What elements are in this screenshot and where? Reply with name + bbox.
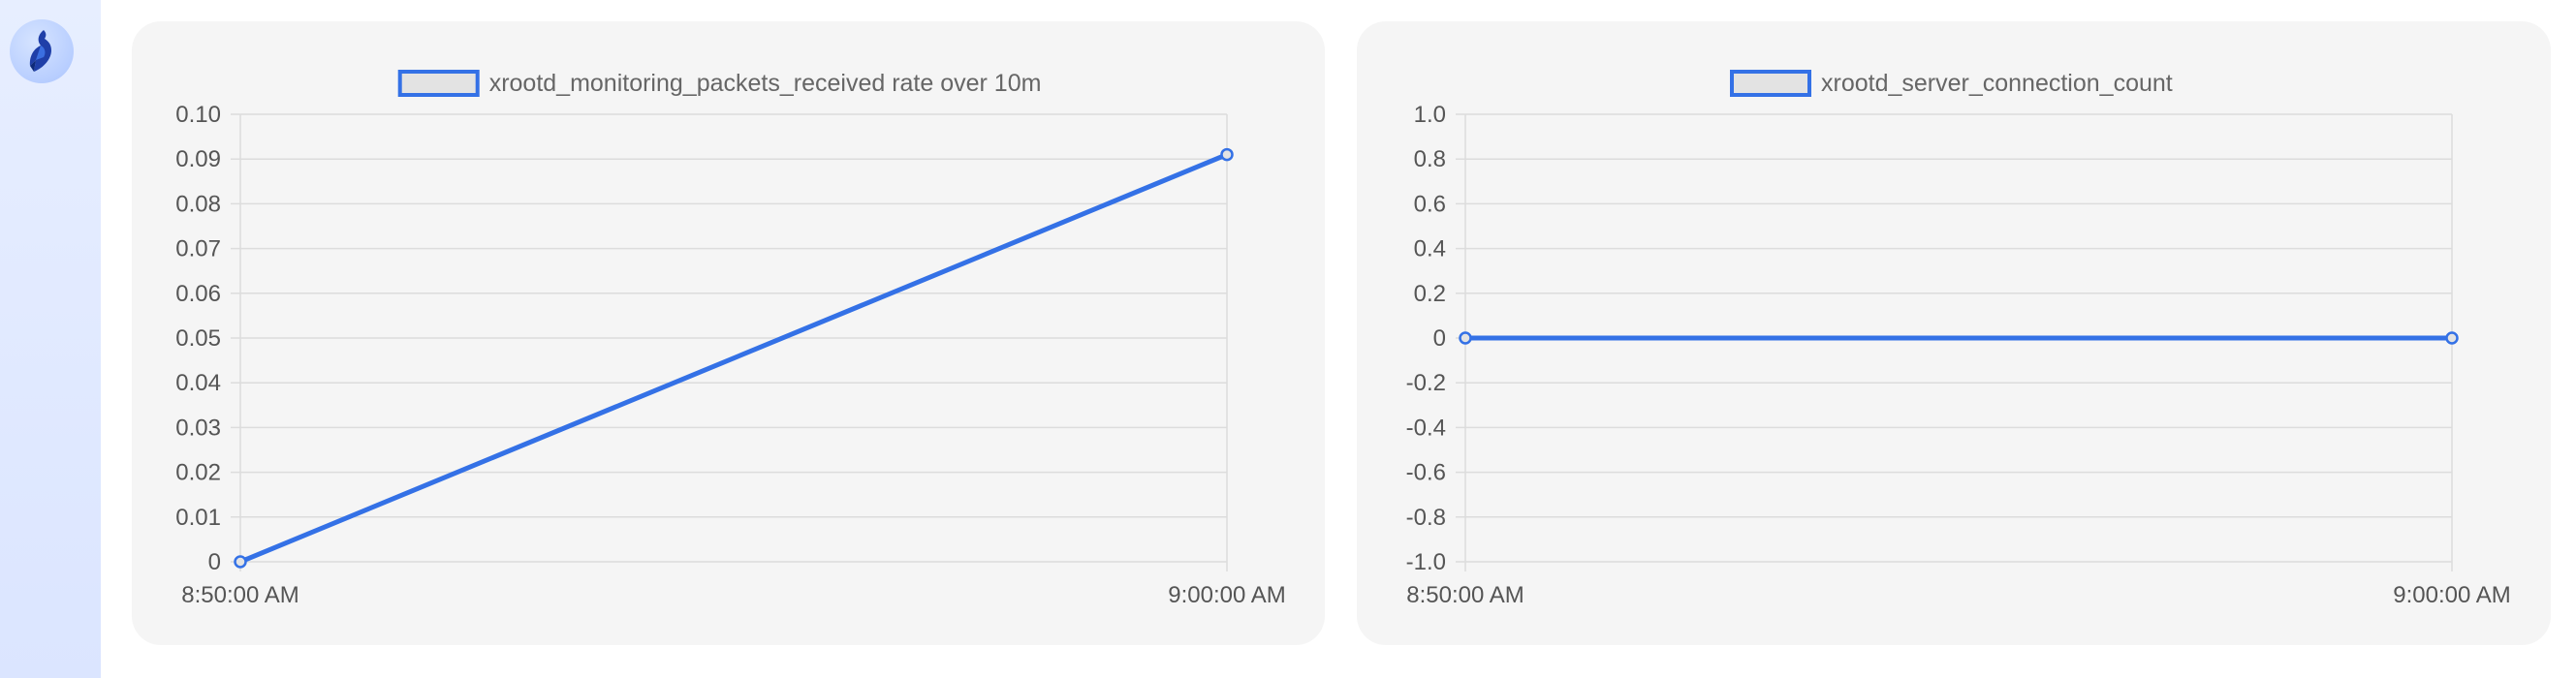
y-tick-label: 0 <box>1433 325 1446 352</box>
legend-label[interactable]: xrootd_monitoring_packets_received rate … <box>489 70 1042 97</box>
data-point[interactable] <box>1220 147 1234 162</box>
data-point[interactable] <box>2445 331 2459 345</box>
legend-swatch[interactable] <box>1730 70 1811 97</box>
legend[interactable]: xrootd_server_connection_count <box>1730 70 2173 97</box>
x-tick-label: 8:50:00 AM <box>1406 582 1524 608</box>
series-line <box>239 152 1228 565</box>
y-tick-label: 0.08 <box>175 191 221 217</box>
connection-count-line-chart: xrootd_server_connection_count 1.0 0.8 0.6 0… <box>1406 70 2511 608</box>
y-tick-label: -0.6 <box>1406 460 1446 486</box>
chart-card-connection-count: xrootd_server_connection_count 1.0 0.8 0.6 0… <box>1357 21 2551 645</box>
y-tick-label: 1.0 <box>1414 102 1446 128</box>
legend-label[interactable]: xrootd_server_connection_count <box>1821 70 2173 97</box>
y-tick-label: 0.05 <box>175 325 221 352</box>
y-tick-label: 0.07 <box>175 236 221 262</box>
y-tick-label: 0.06 <box>175 281 221 307</box>
y-tick-label: 0.4 <box>1414 236 1446 262</box>
y-tick-label: 0.02 <box>175 460 221 486</box>
data-point[interactable] <box>1459 331 1472 345</box>
sidebar <box>0 0 101 678</box>
y-tick-label: 0.2 <box>1414 281 1446 307</box>
y-tick-label: 0.09 <box>175 146 221 172</box>
y-tick-label: 0 <box>208 549 221 575</box>
y-tick-label: 0.8 <box>1414 146 1446 172</box>
y-tick-label: -0.2 <box>1406 370 1446 396</box>
x-tick-label: 9:00:00 AM <box>2393 582 2510 608</box>
data-point[interactable] <box>234 555 247 569</box>
app-logo-icon[interactable] <box>10 19 74 83</box>
legend-swatch[interactable] <box>397 70 480 97</box>
y-tick-label: -1.0 <box>1406 549 1446 575</box>
y-tick-label: -0.4 <box>1406 415 1446 441</box>
y-tick-label: 0.04 <box>175 370 221 396</box>
x-tick-label: 9:00:00 AM <box>1168 582 1285 608</box>
chart-card-packets-received: xrootd_monitoring_packets_received rate … <box>132 21 1325 645</box>
legend[interactable]: xrootd_monitoring_packets_received rate … <box>397 70 1042 97</box>
y-tick-label: 0.6 <box>1414 191 1446 217</box>
y-tick-label: 0.03 <box>175 415 221 441</box>
y-tick-label: -0.8 <box>1406 505 1446 531</box>
y-tick-label: 0.10 <box>175 102 221 128</box>
logo-bird-icon <box>29 30 51 72</box>
y-tick-label: 0.01 <box>175 505 221 531</box>
packets-received-line-chart: xrootd_monitoring_packets_received rate … <box>175 70 1286 608</box>
x-tick-label: 8:50:00 AM <box>181 582 298 608</box>
